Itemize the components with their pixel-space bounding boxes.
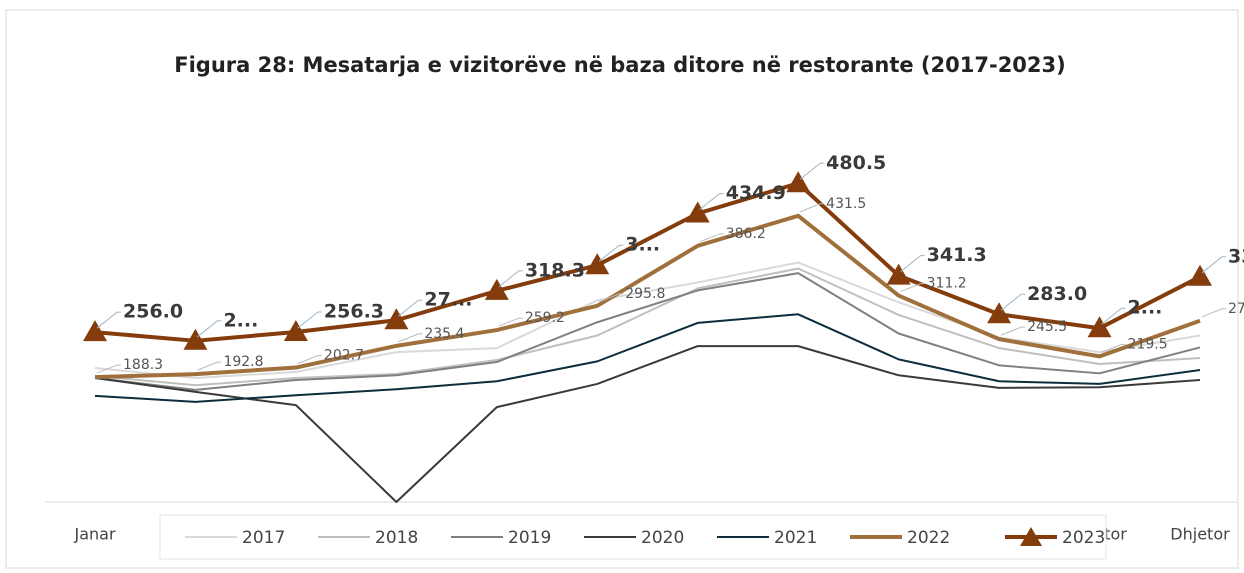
label-leader xyxy=(1101,343,1126,353)
data-label: 256.3 xyxy=(324,300,384,322)
triangle-marker xyxy=(283,319,308,341)
series-line xyxy=(94,272,1201,391)
label-leader xyxy=(1201,308,1226,318)
label-leader xyxy=(398,333,423,343)
triangle-marker xyxy=(384,308,409,330)
triangle-marker xyxy=(1087,316,1112,338)
label-leader xyxy=(1000,293,1026,311)
data-label: 27... xyxy=(424,289,472,311)
label-leader xyxy=(900,283,925,293)
series-line xyxy=(94,313,1201,403)
data-label: 235.4 xyxy=(424,326,464,342)
data-label: 259.2 xyxy=(525,310,565,326)
data-label: 480.5 xyxy=(826,152,886,174)
label-leader xyxy=(398,299,423,317)
legend-label: 2018 xyxy=(375,528,418,548)
data-label: 283.0 xyxy=(1027,283,1087,305)
label-leader xyxy=(799,162,825,180)
data-label: 245.5 xyxy=(1027,319,1067,335)
data-label: 188.3 xyxy=(123,357,163,373)
x-tick-label: Dhjetor xyxy=(1170,525,1230,544)
data-label: 318.3 xyxy=(525,259,585,281)
series-line xyxy=(94,213,1201,380)
triangle-marker xyxy=(886,263,911,285)
label-leader xyxy=(96,311,121,329)
label-leader xyxy=(699,233,724,243)
data-label: 295.8 xyxy=(625,286,665,302)
series-line xyxy=(94,345,1201,503)
label-leader xyxy=(297,311,322,329)
triangle-marker xyxy=(1188,264,1212,286)
triangle-marker xyxy=(685,201,710,223)
data-label: 2... xyxy=(223,309,258,331)
label-leader xyxy=(498,270,523,288)
label-leader xyxy=(699,193,724,210)
data-label: 339.5 xyxy=(1228,245,1244,267)
label-leader xyxy=(96,364,121,374)
data-label: 256.0 xyxy=(123,301,183,323)
triangle-marker xyxy=(83,320,107,342)
series-line xyxy=(94,261,1201,379)
legend-label: 2020 xyxy=(641,528,684,548)
series-line xyxy=(94,267,1201,387)
label-leader xyxy=(197,320,222,338)
series-line xyxy=(94,181,1201,343)
legend-marker xyxy=(1020,527,1042,546)
chart-title: Figura 28: Mesatarja e vizitorëve në baz… xyxy=(174,53,1066,77)
data-label: 273.2 xyxy=(1228,301,1244,317)
legend-label: 2021 xyxy=(774,528,817,548)
triangle-marker xyxy=(786,171,811,193)
label-leader xyxy=(1201,256,1226,274)
label-leader xyxy=(197,361,222,371)
data-label: 192.8 xyxy=(223,354,263,370)
label-leader xyxy=(297,355,322,365)
data-label: 202.7 xyxy=(324,348,364,364)
label-leader xyxy=(799,203,825,213)
data-label: 311.2 xyxy=(927,276,967,292)
data-label: 219.5 xyxy=(1128,336,1168,352)
label-leader xyxy=(599,293,624,303)
data-label: 431.5 xyxy=(826,196,866,212)
data-label: 434.9 xyxy=(726,182,786,204)
label-leader xyxy=(900,255,925,272)
triangle-marker xyxy=(987,302,1012,324)
x-tick-label: Janar xyxy=(73,525,115,544)
legend-label: 2022 xyxy=(907,528,950,548)
label-leader xyxy=(1000,326,1026,336)
label-leader xyxy=(598,244,624,262)
triangle-marker xyxy=(484,278,509,300)
legend-label: 2017 xyxy=(242,528,285,548)
triangle-marker xyxy=(183,328,208,350)
label-leader xyxy=(1101,307,1126,325)
data-label: 3... xyxy=(625,234,660,256)
legend-label: 2023 xyxy=(1062,528,1105,548)
triangle-marker xyxy=(585,253,610,275)
label-leader xyxy=(498,317,523,327)
data-label: 386.2 xyxy=(726,226,766,242)
legend-label: 2019 xyxy=(508,528,551,548)
data-label: 2... xyxy=(1128,297,1163,319)
data-label: 341.3 xyxy=(927,244,987,266)
